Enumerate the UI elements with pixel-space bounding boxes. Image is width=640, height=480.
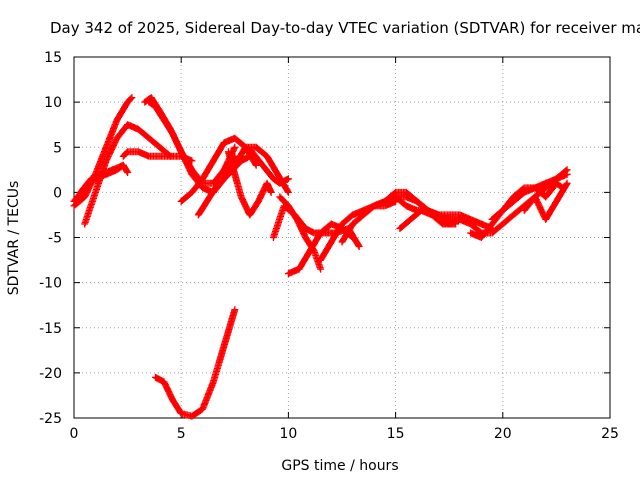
data-point-markers (76, 161, 132, 196)
x-tick-label: 0 (70, 426, 79, 442)
series-track-j (224, 148, 275, 219)
x-tick-label: 25 (601, 426, 619, 442)
x-tick-label: 5 (177, 426, 186, 442)
y-tick-label: 5 (53, 140, 62, 156)
chart-title: Day 342 of 2025, Sidereal Day-to-day VTE… (50, 19, 640, 37)
x-tick-label: 15 (387, 426, 405, 442)
data-point-markers (224, 148, 275, 219)
y-tick-label: -20 (39, 366, 62, 382)
series-track-x (520, 179, 571, 223)
y-tick-label: 10 (44, 95, 62, 111)
x-tick-label: 10 (279, 426, 297, 442)
y-tick-label: -10 (39, 276, 62, 292)
y-axis-label: SDTVAR / TECUs (6, 181, 22, 296)
data-point-markers (152, 306, 239, 420)
axis-ticks: 0 5 10 15 20 25 -25 -20 -15 -10 -5 0 5 10 15 (39, 50, 619, 442)
data-series (70, 94, 571, 420)
series-track-w (488, 179, 567, 223)
x-axis-label: GPS time / hours (281, 458, 398, 474)
series-track-d (76, 161, 132, 196)
y-tick-label: -15 (39, 321, 62, 337)
series-track-t (392, 193, 496, 232)
y-tick-label: 15 (44, 50, 62, 66)
y-tick-label: -5 (48, 231, 62, 247)
data-point-markers (392, 193, 496, 232)
x-tick-label: 20 (494, 426, 512, 442)
series-track-y (152, 306, 239, 420)
data-point-markers (488, 179, 567, 223)
series-track-l (242, 143, 292, 187)
data-point-markers (242, 143, 292, 187)
y-tick-label: -25 (39, 411, 62, 427)
data-point-markers (520, 179, 571, 223)
y-tick-label: 0 (53, 185, 62, 201)
